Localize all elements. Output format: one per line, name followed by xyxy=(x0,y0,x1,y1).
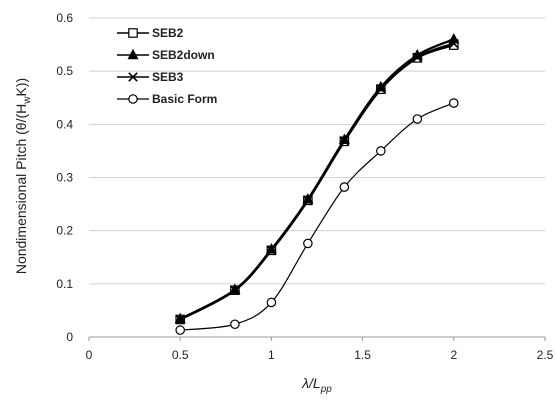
y-axis-label: Nondimensional Pitch (θ/(HwK)) xyxy=(13,78,33,274)
x-tick-label: 1 xyxy=(268,348,275,362)
legend-item-seb3: SEB3 xyxy=(117,70,184,84)
series-seb2down xyxy=(174,32,460,324)
data-point-basic-form xyxy=(266,297,277,308)
legend-label-seb2down: SEB2down xyxy=(152,48,215,62)
data-point-seb2down xyxy=(448,32,460,44)
legend-marker-seb2down xyxy=(127,48,139,60)
data-point-seb3 xyxy=(376,83,386,94)
data-point-seb3 xyxy=(175,314,185,325)
y-tick-label: 0.5 xyxy=(56,64,73,78)
x-tick-label: 0 xyxy=(86,348,93,362)
series-lines xyxy=(174,32,460,335)
series-seb3 xyxy=(175,38,459,325)
data-point-basic-form xyxy=(376,146,386,156)
legend-marker-basic-form xyxy=(128,94,138,104)
data-point-seb3 xyxy=(449,38,459,49)
data-point-basic-form xyxy=(230,319,240,330)
y-axis-label-end: K)) xyxy=(13,78,29,97)
y-tick-label: 0.3 xyxy=(56,171,73,185)
legend-label-seb3: SEB3 xyxy=(152,70,184,84)
x-tick-label: 2.5 xyxy=(537,348,554,362)
data-point-basic-form xyxy=(303,238,313,249)
y-tick-label: 0.1 xyxy=(56,277,73,291)
series-seb2 xyxy=(175,40,459,325)
series-line-basic-form xyxy=(180,102,455,331)
data-point-seb3 xyxy=(230,285,240,295)
tick-labels: 0 0.1 0.2 0.3 0.4 0.5 0.6 0 0.5 1 1.5 2 2.5 xyxy=(56,11,553,362)
y-tick-label: 0.6 xyxy=(56,11,73,25)
legend-label-seb2: SEB2 xyxy=(152,26,184,40)
legend-label-basic-form: Basic Form xyxy=(152,92,217,106)
data-point-basic-form xyxy=(339,182,350,192)
y-axis-label-subscript: w xyxy=(22,96,33,105)
data-point-seb3 xyxy=(412,52,423,63)
legend-marker-seb2 xyxy=(128,28,138,38)
series-line-seb3 xyxy=(179,42,455,321)
x-axis-label: λ/Lpp xyxy=(301,375,332,395)
series-line-seb2down xyxy=(179,38,455,320)
series-line-seb2 xyxy=(179,44,455,321)
data-point-seb3 xyxy=(339,136,350,146)
legend-item-seb2down: SEB2down xyxy=(117,48,215,62)
legend-item-basic-form: Basic Form xyxy=(117,92,217,106)
x-tick-label: 2 xyxy=(450,348,457,362)
y-tick-label: 0.2 xyxy=(56,224,73,238)
gridlines xyxy=(89,17,545,285)
legend: SEB2 SEB2down SEB3 Basic Form xyxy=(117,26,217,106)
data-point-seb3 xyxy=(266,245,277,256)
legend-item-seb2: SEB2 xyxy=(117,26,184,40)
data-point-basic-form xyxy=(412,114,423,124)
legend-marker-seb3 xyxy=(128,72,138,82)
data-point-basic-form xyxy=(175,325,185,335)
x-axis-label-subscript: pp xyxy=(320,384,333,395)
x-tick-label: 1.5 xyxy=(354,348,371,362)
x-tick-label: 0.5 xyxy=(172,348,189,362)
series-basic-form xyxy=(175,98,459,335)
y-tick-label: 0.4 xyxy=(56,117,73,131)
data-point-seb3 xyxy=(303,195,313,206)
axes xyxy=(88,336,546,341)
y-tick-label: 0 xyxy=(66,330,73,344)
data-point-basic-form xyxy=(448,98,459,108)
